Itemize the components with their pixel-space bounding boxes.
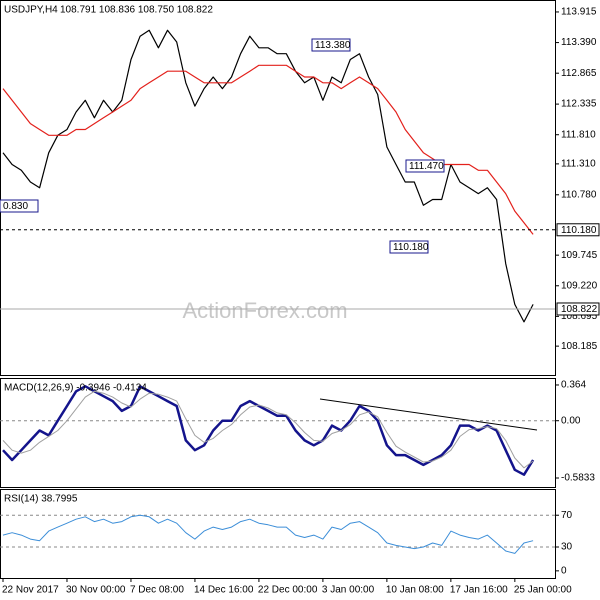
x-tick-label: 22 Dec 00:00 (258, 585, 318, 596)
x-tick-label: 14 Dec 16:00 (194, 585, 254, 596)
panel-frame (0, 489, 556, 579)
panel-frame (0, 0, 556, 376)
y-tick-label: 111.810 (561, 129, 596, 140)
y-tick-label: 70 (561, 510, 573, 521)
y-tick-label: 0 (561, 565, 567, 576)
series-line (2, 29, 534, 323)
trend-line (319, 398, 538, 431)
y-tick-label: -0.5833 (561, 473, 595, 484)
y-tick-label: 0.00 (561, 415, 581, 426)
series-line (2, 514, 534, 554)
annotation: 110.180 (393, 242, 429, 253)
y-tick-label: 109.745 (561, 250, 598, 261)
y-tick-label: 109.220 (561, 280, 598, 291)
watermark: ActionForex.com (182, 298, 347, 323)
y-tick-label: 30 (561, 542, 573, 553)
series-line (2, 385, 535, 476)
series-line (2, 390, 534, 469)
annotation: 111.470 (409, 161, 444, 172)
y-tick-label: 108.695 (561, 311, 598, 322)
x-tick-label: 30 Nov 00:00 (66, 585, 126, 596)
y-tick-label: 110.780 (561, 189, 597, 200)
annotation-box (389, 240, 429, 254)
y-tick-label: 108.185 (561, 341, 598, 352)
y-tick-label: 113.915 (561, 7, 597, 18)
x-tick-label: 22 Nov 2017 (2, 585, 59, 596)
x-tick-label: 7 Dec 08:00 (130, 585, 184, 596)
annotation: 113.380 (315, 40, 351, 51)
y-tick-label: 111.310 (561, 159, 596, 170)
annotation-box (405, 159, 445, 173)
y-tick-label: 112.865 (561, 68, 597, 79)
price-label-box (556, 223, 600, 237)
y-tick-label: 113.390 (561, 37, 597, 48)
panel-subtitle: 108.791 108.836 108.750 108.822 (60, 5, 213, 16)
y-tick-label: 112.335 (561, 99, 597, 110)
panel-title: MACD(12,26,9) -0.3946 -0.4134 (4, 383, 147, 394)
series-line (2, 64, 534, 235)
panel-frame (0, 378, 556, 488)
annotation-box (311, 38, 351, 52)
x-tick-label: 3 Jan 00:00 (322, 585, 375, 596)
price-label: 108.822 (561, 304, 598, 315)
price-label-box (556, 302, 600, 316)
annotation: 0.830 (3, 201, 28, 212)
x-tick-label: 10 Jan 08:00 (386, 585, 444, 596)
panel-title: RSI(14) 38.7995 (4, 494, 78, 505)
y-tick-label: 0.364 (561, 380, 586, 391)
price-label: 110.180 (561, 225, 597, 236)
annotation-box (0, 199, 39, 213)
x-tick-label: 17 Jan 16:00 (450, 585, 508, 596)
x-tick-label: 25 Jan 00:00 (514, 585, 572, 596)
panel-title: USDJPY,H4 (4, 5, 58, 16)
